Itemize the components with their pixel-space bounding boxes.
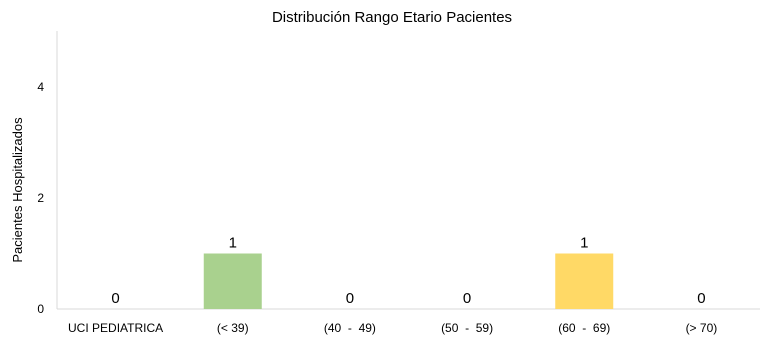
x-tick-label: (> 70) [686, 321, 718, 335]
x-tick-label: (40 - 49) [324, 321, 376, 335]
data-label: 0 [346, 290, 354, 307]
bar [555, 253, 614, 309]
chart-title: Distribución Rango Etario Pacientes [272, 9, 512, 26]
y-axis-ticks: 0 2 4 [37, 80, 44, 316]
data-labels-group: 0 1 0 0 1 0 [111, 235, 705, 308]
x-tick-label: (< 39) [217, 321, 249, 335]
data-label: 0 [463, 290, 471, 307]
y-tick-label: 4 [37, 80, 44, 94]
y-tick-label: 0 [37, 302, 44, 316]
data-label: 0 [697, 290, 705, 307]
x-axis-ticks: UCI PEDIATRICA (< 39) (40 - 49) (50 - 59) (6… [68, 321, 717, 335]
y-axis-label: Pacientes Hospitalizados [10, 117, 25, 263]
x-tick-label: (50 - 59) [441, 321, 493, 335]
bar [203, 253, 262, 309]
bars-group [203, 253, 614, 309]
x-tick-label: UCI PEDIATRICA [68, 321, 163, 335]
x-tick-label: (60 - 69) [558, 321, 610, 335]
data-label: 0 [111, 290, 119, 307]
y-tick-label: 2 [37, 191, 44, 205]
data-label: 1 [229, 235, 237, 252]
data-label: 1 [580, 235, 588, 252]
